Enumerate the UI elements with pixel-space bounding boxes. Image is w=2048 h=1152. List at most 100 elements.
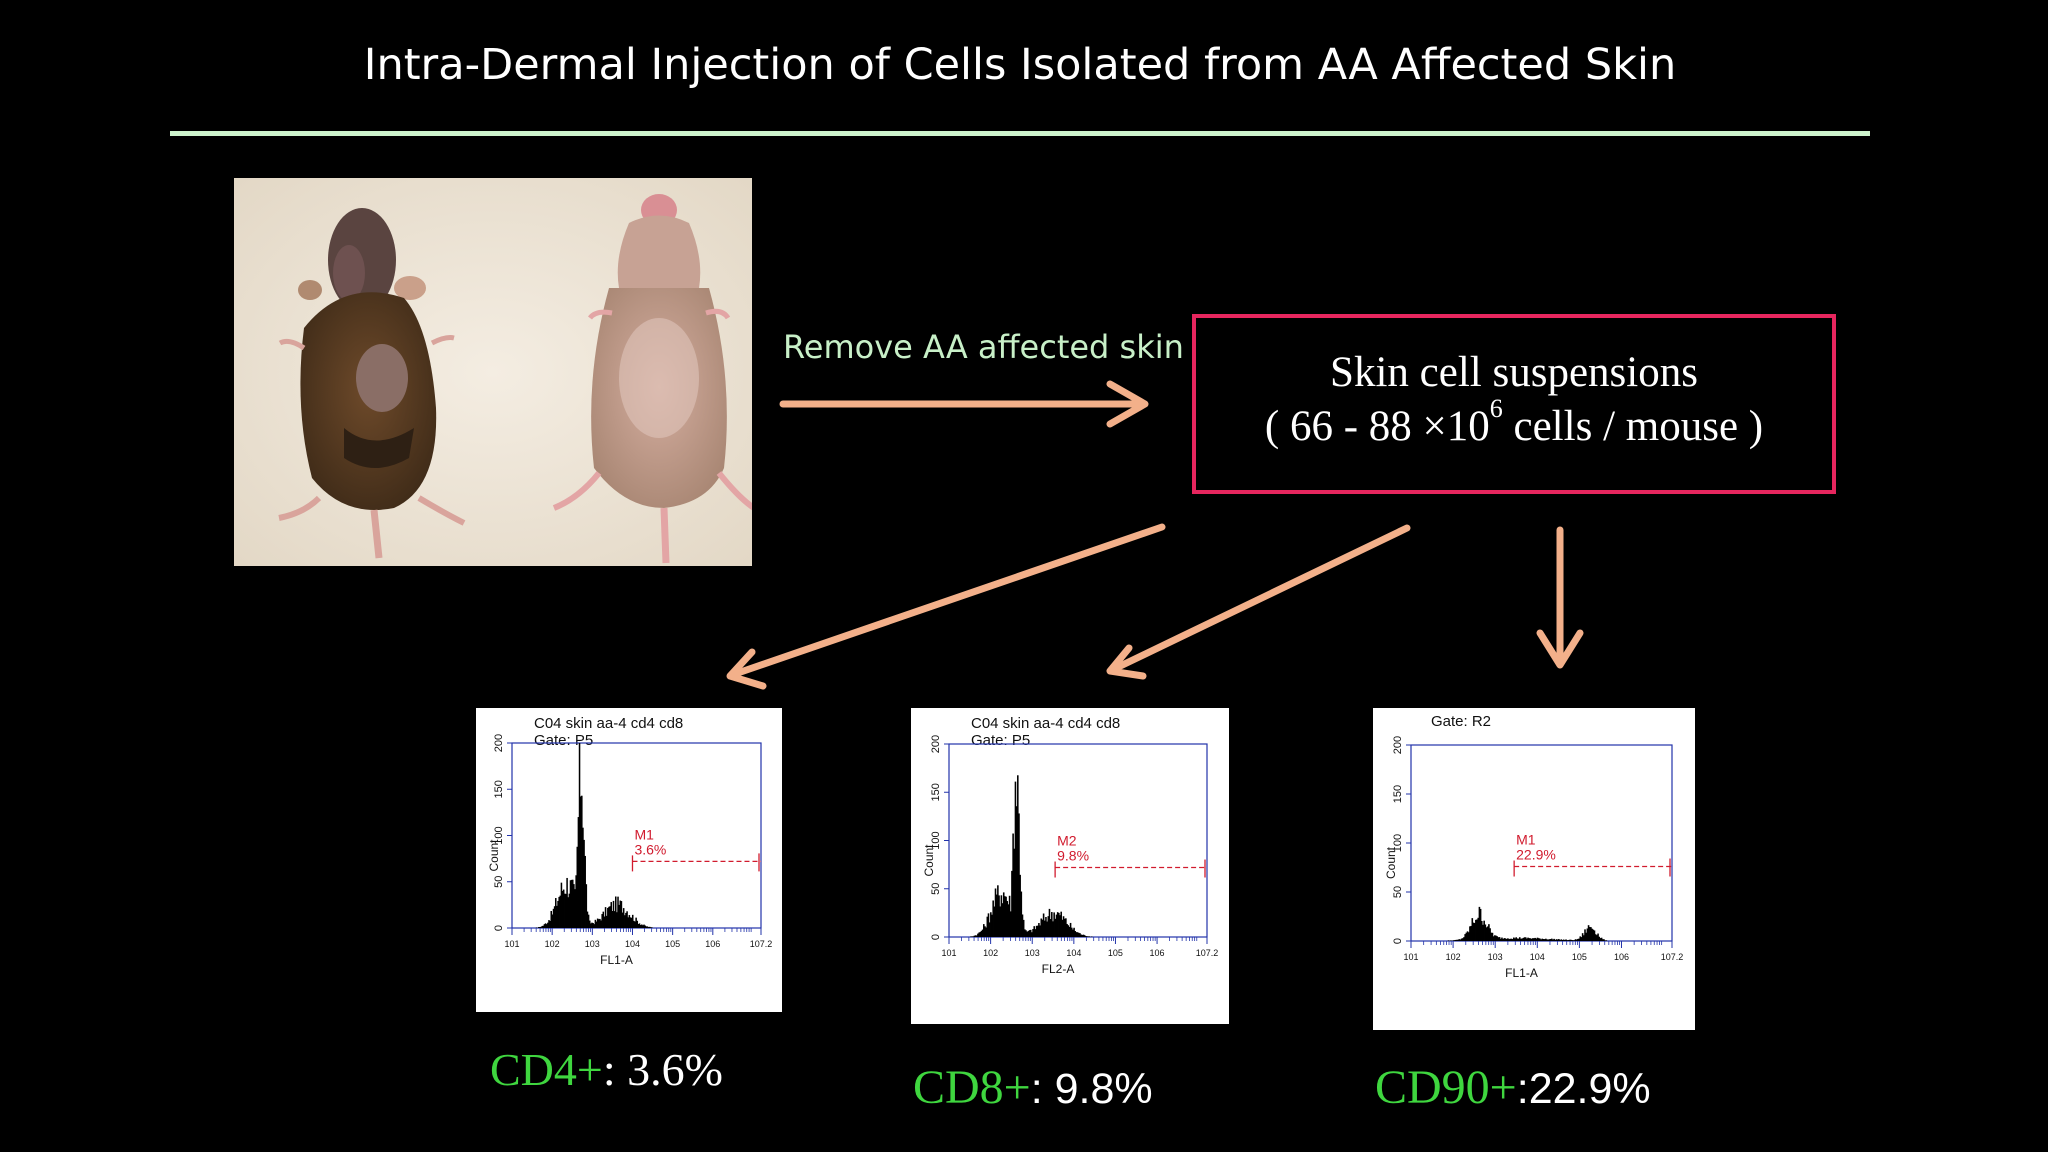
histogram-bar [604, 907, 607, 928]
histogram-bar [987, 913, 990, 937]
histogram-bar [1547, 939, 1550, 941]
histogram-bar [565, 893, 567, 928]
histogram-bar [1600, 937, 1603, 941]
histogram-bar [1572, 940, 1574, 941]
histogram-bar [1490, 932, 1493, 941]
histogram-bar [1462, 938, 1464, 941]
histogram-bar [1550, 938, 1553, 941]
histogram-bar [1516, 938, 1519, 941]
histogram-bar [1562, 939, 1565, 941]
arrow-to-suspension [779, 380, 1149, 428]
affected-mouse [278, 208, 466, 559]
histogram-bar [1514, 938, 1516, 941]
histogram-bar [1069, 922, 1072, 937]
histogram-bar [1495, 935, 1497, 941]
histogram-bar [1537, 938, 1540, 941]
histogram-cd4: C04 skin aa-4 cd4 cd8 Gate: P5 0 50 100 150 20… [476, 708, 782, 1012]
histogram-bar [1054, 918, 1057, 937]
histogram-bar [1049, 919, 1052, 937]
histogram-bar [1055, 914, 1058, 937]
histogram-bar [1081, 934, 1084, 937]
histogram-bar [577, 817, 580, 928]
histogram-bar [642, 925, 644, 928]
histogram-bar [1046, 921, 1048, 937]
histogram-bar [1017, 775, 1019, 937]
y-tick-label: 200 [493, 734, 505, 752]
histogram-bar [613, 911, 616, 928]
histogram-bar [999, 906, 1001, 937]
histogram-bar [616, 912, 618, 928]
histogram-bar [612, 900, 615, 928]
histogram-bar [578, 743, 581, 928]
histogram-bar [1471, 918, 1474, 941]
histogram-bar [609, 906, 611, 928]
histogram-bar [1553, 938, 1555, 941]
histogram-bar [547, 922, 549, 928]
histogram-bar [561, 890, 564, 928]
histogram-bar [1488, 924, 1490, 941]
gate-name: M1 [1516, 832, 1536, 848]
histogram-bar [631, 914, 634, 928]
histogram-bar [1597, 933, 1599, 941]
histogram-bar [1020, 891, 1023, 937]
histogram-bar [639, 924, 642, 928]
histogram-bar [538, 927, 540, 928]
x-tick-label: 106 [1614, 952, 1629, 962]
marker-label: CD4+ [490, 1044, 603, 1095]
y-axis-label: Count [1384, 846, 1398, 879]
histogram-bar [1477, 917, 1480, 941]
histogram-bar [611, 910, 614, 928]
histogram-bar [629, 917, 632, 928]
histogram-bar [1467, 932, 1470, 941]
histogram-bar [1027, 931, 1030, 937]
histogram-bar [986, 916, 989, 937]
histogram-bar [1032, 929, 1034, 937]
histogram-bar [1053, 912, 1055, 937]
histogram-bar [619, 900, 622, 928]
x-axis-label: FL1-A [600, 953, 633, 967]
y-tick-label: 200 [930, 735, 942, 753]
histogram-bar [981, 929, 984, 937]
histogram-bars [970, 775, 1093, 937]
histogram-bar [1567, 940, 1570, 941]
histogram-bar [1524, 937, 1527, 941]
histogram-bar [1479, 908, 1482, 941]
histogram-bar [544, 923, 547, 928]
histogram-plot: Gate: R2 0 50 100 150 200 Count 101 102 103 104 105… [1384, 713, 1683, 980]
histogram-bar [1022, 919, 1025, 937]
y-tick-label: 100 [930, 831, 942, 849]
histogram-bar [1546, 939, 1548, 941]
histogram-bar [576, 846, 579, 928]
gate-name: M2 [1057, 833, 1077, 849]
histogram-bar [1559, 940, 1561, 941]
y-tick-label: 0 [930, 934, 942, 940]
histogram-bar [557, 900, 559, 928]
histogram-bar [1473, 923, 1476, 941]
histogram-bar [1063, 918, 1066, 937]
histogram-bar [1476, 919, 1478, 941]
histogram-bar [1584, 929, 1586, 941]
histogram-bar [1038, 923, 1040, 937]
histogram-bar [1484, 924, 1487, 941]
histogram-bar [596, 918, 599, 928]
histogram-bar [1492, 936, 1495, 941]
histogram-bar [618, 904, 620, 928]
histogram-bar [1579, 936, 1582, 941]
histogram-bar [1540, 939, 1542, 941]
histogram-bar [1019, 874, 1021, 937]
histogram-bar [582, 827, 584, 928]
histogram-bar [559, 895, 562, 928]
histogram-bar [1502, 938, 1504, 941]
histogram-bar [991, 914, 993, 937]
histogram-bar [581, 795, 583, 928]
histogram-bar [579, 796, 582, 928]
count-exponent: 6 [1489, 394, 1503, 423]
histogram-bar [1078, 932, 1080, 937]
histogram-bar [1073, 927, 1075, 937]
histogram-bar [1590, 927, 1592, 941]
histogram-bar [636, 920, 639, 928]
histogram-bar [1513, 937, 1515, 941]
histogram-bar [635, 917, 637, 928]
histogram-bar [1458, 939, 1461, 941]
